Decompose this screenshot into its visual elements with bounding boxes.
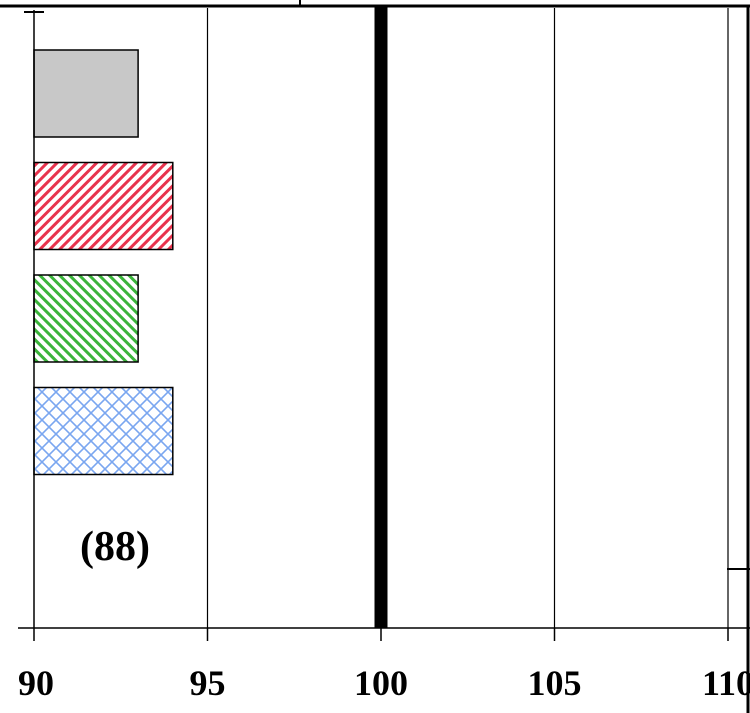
x-tick-label-90: 90 [18,663,54,703]
bar-2 [33,161,174,251]
annotation-label: (88) [80,524,150,570]
bar-4 [33,386,174,476]
gridlines [206,8,729,628]
bars [33,49,174,476]
x-axis [18,10,750,641]
bar-1 [33,49,139,138]
x-tick-label-105: 105 [528,663,582,703]
x-tick-label-95: 95 [190,663,226,703]
x-tick-label-100: 100 [354,663,408,703]
bar-3 [33,274,139,363]
x-tick-labels: 90 95 100 105 110 [18,663,750,703]
x-tick-label-110: 110 [702,663,750,703]
